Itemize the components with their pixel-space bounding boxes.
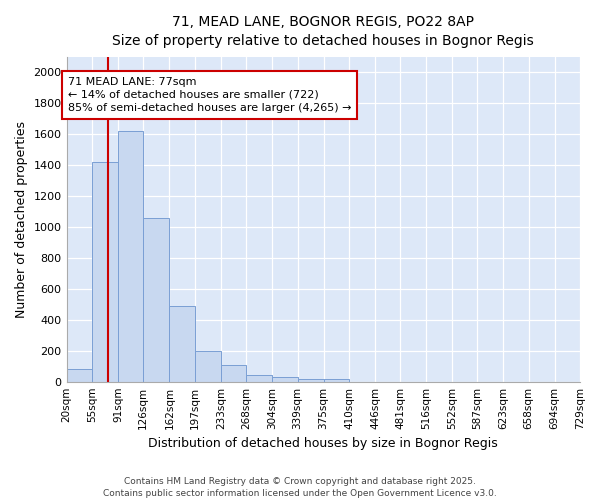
Bar xyxy=(323,380,349,382)
Bar xyxy=(195,350,221,382)
Bar xyxy=(298,378,323,382)
Bar xyxy=(67,370,92,382)
Bar xyxy=(92,162,118,382)
Bar xyxy=(169,306,195,382)
Text: 71 MEAD LANE: 77sqm
← 14% of detached houses are smaller (722)
85% of semi-detac: 71 MEAD LANE: 77sqm ← 14% of detached ho… xyxy=(68,76,352,113)
Y-axis label: Number of detached properties: Number of detached properties xyxy=(15,120,28,318)
X-axis label: Distribution of detached houses by size in Bognor Regis: Distribution of detached houses by size … xyxy=(148,437,498,450)
Title: 71, MEAD LANE, BOGNOR REGIS, PO22 8AP
Size of property relative to detached hous: 71, MEAD LANE, BOGNOR REGIS, PO22 8AP Si… xyxy=(112,15,534,48)
Bar xyxy=(246,376,272,382)
Bar xyxy=(272,378,298,382)
Bar xyxy=(221,366,246,382)
Text: Contains HM Land Registry data © Crown copyright and database right 2025.
Contai: Contains HM Land Registry data © Crown c… xyxy=(103,476,497,498)
Bar xyxy=(118,131,143,382)
Bar xyxy=(143,218,169,382)
